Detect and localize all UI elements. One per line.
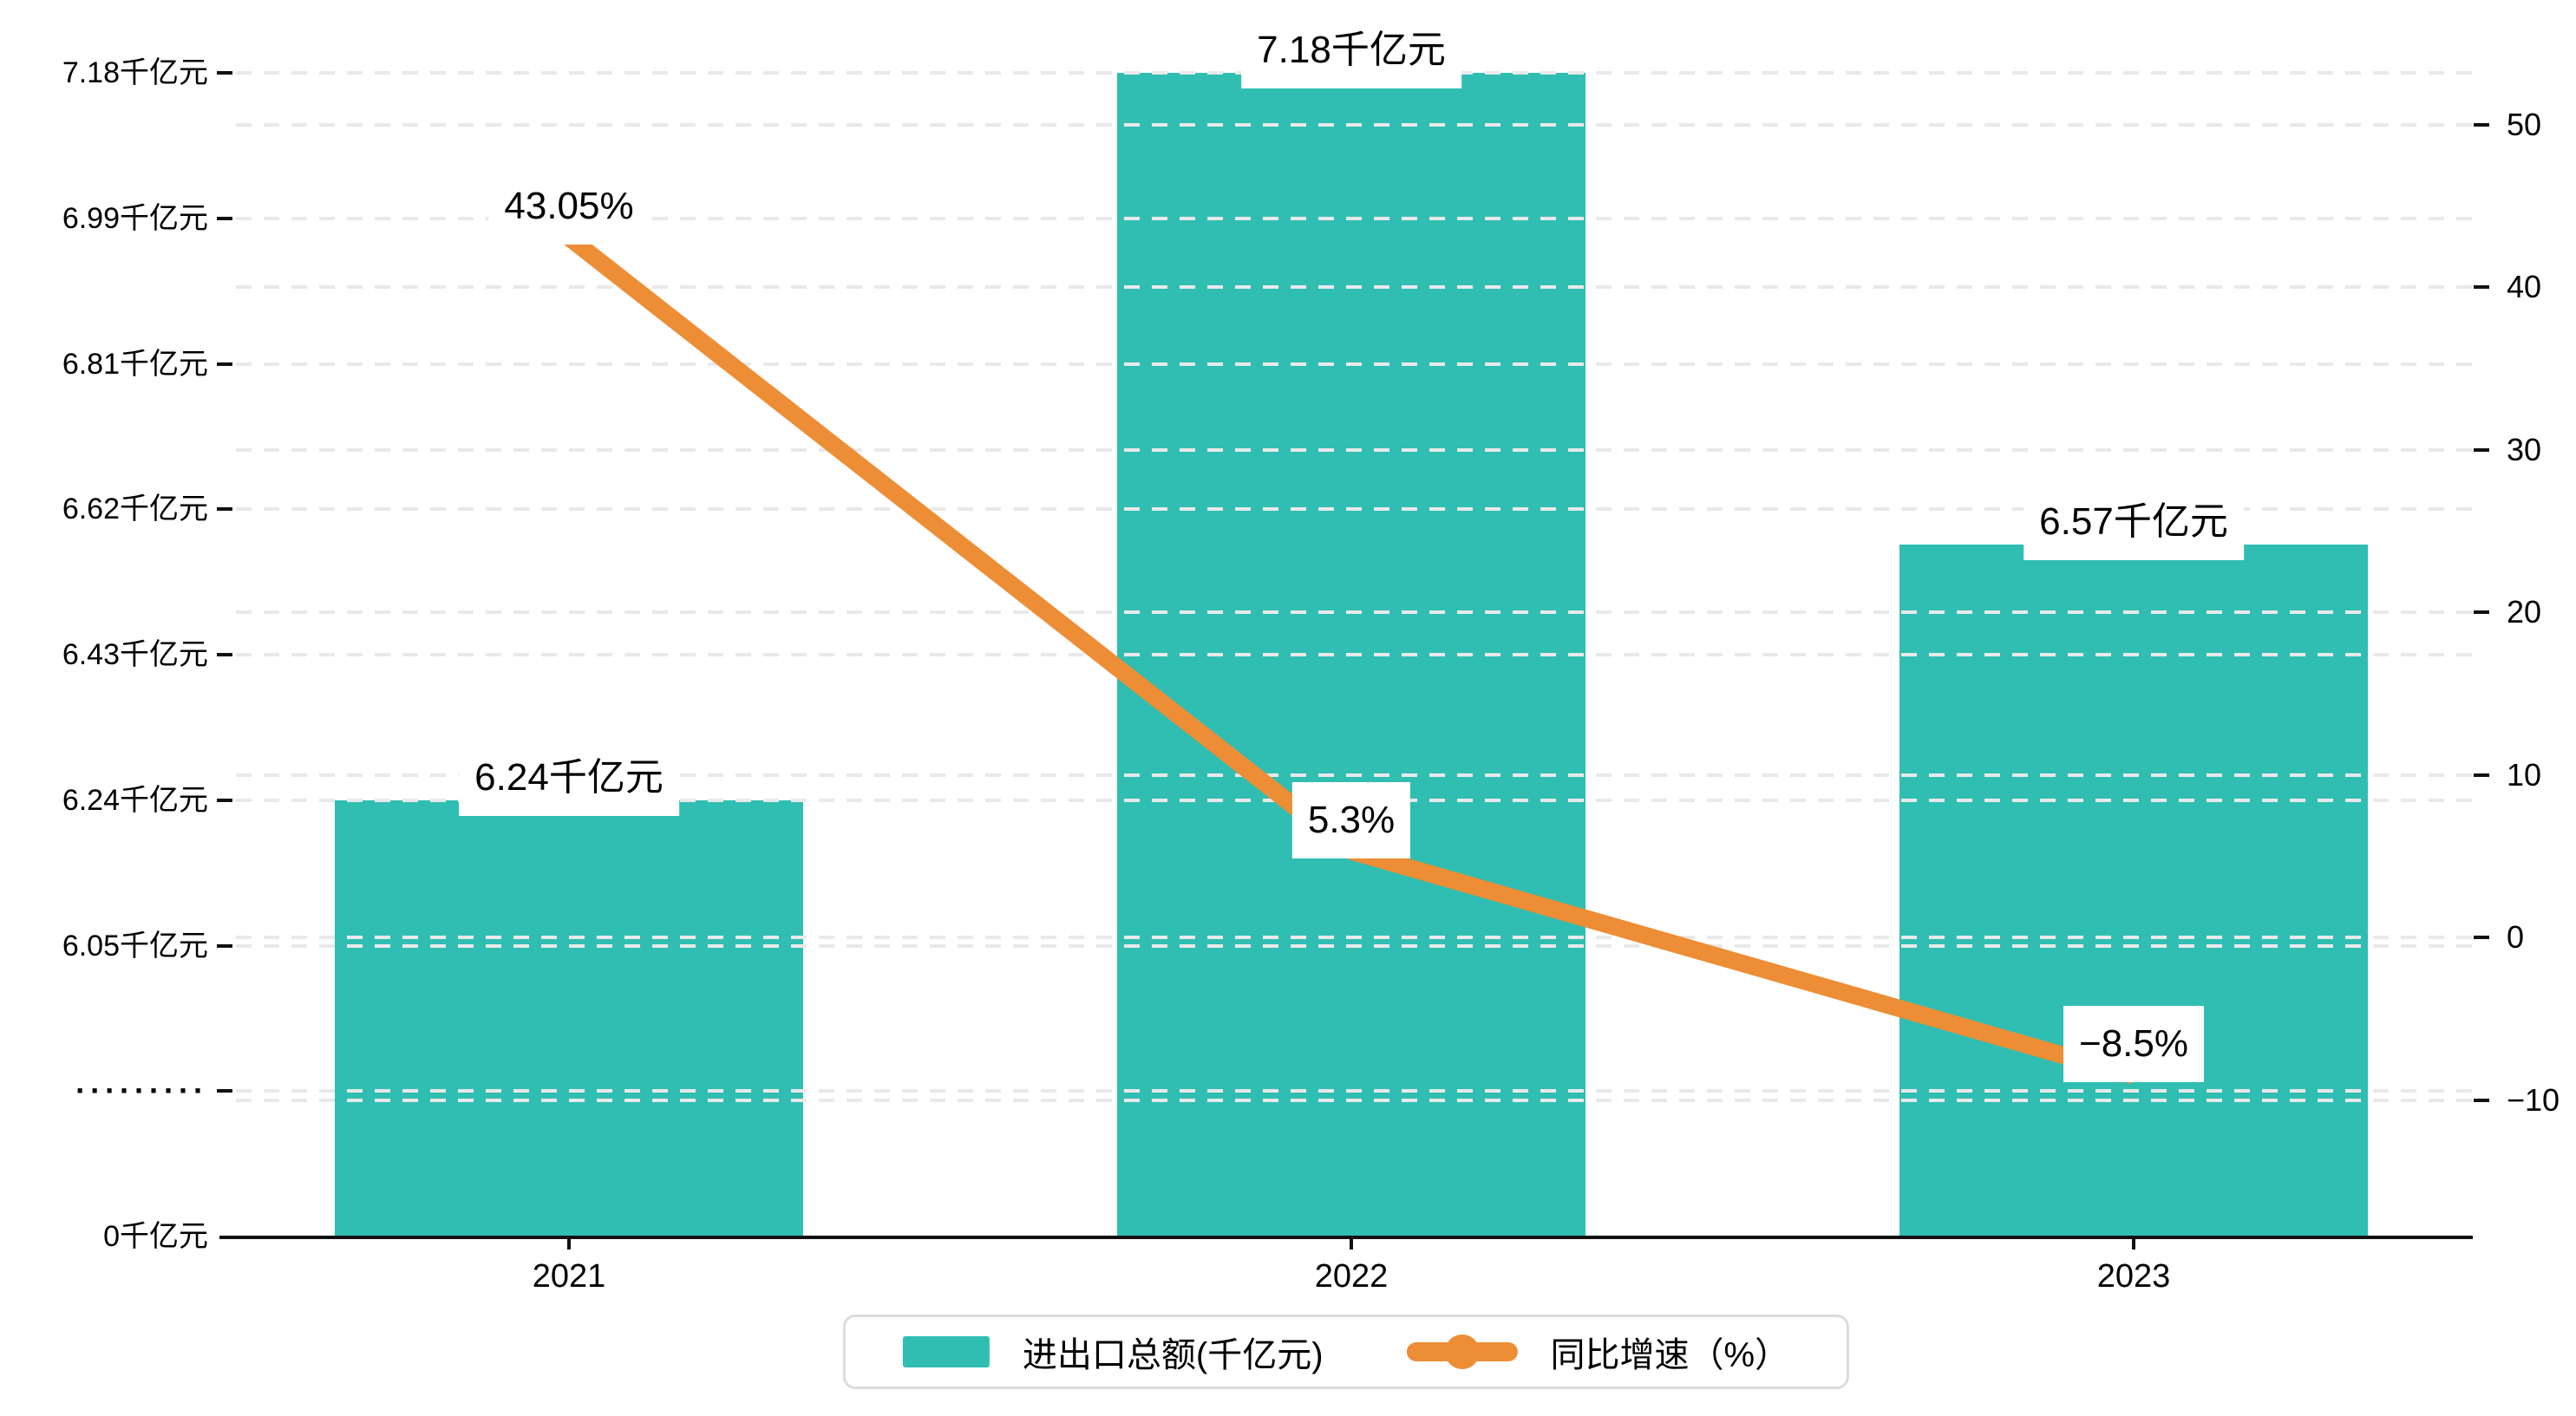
- gridline-right-tick: [236, 610, 2473, 614]
- bar-value-label-2021: 6.24千亿元: [459, 739, 679, 816]
- gridline-right-tick: [236, 285, 2473, 289]
- right-axis-label: 10: [2507, 756, 2542, 793]
- gridline-right-tick: [236, 447, 2473, 452]
- bar-2021[interactable]: [335, 799, 803, 1237]
- right-axis-tick: [2474, 285, 2489, 289]
- legend-label-growth-rate: 同比增速（%）: [1550, 1336, 1790, 1374]
- right-axis-label: 50: [2507, 106, 2542, 142]
- right-axis-label: 20: [2507, 594, 2542, 630]
- left-axis-tick: [217, 943, 232, 948]
- legend-item-total-trade[interactable]: 进出口总额(千亿元): [902, 1327, 1324, 1377]
- right-axis-tick: [2474, 122, 2489, 127]
- gridline-left-tick: [236, 507, 2473, 512]
- line-series-marker: [1406, 1334, 1518, 1369]
- left-axis-tick: [217, 798, 232, 802]
- left-axis-label: 6.43千亿元: [62, 638, 208, 671]
- gridline-right-tick: [236, 936, 2473, 939]
- right-axis-tick: [2474, 936, 2489, 939]
- x-axis-label-2023: 2023: [2096, 1258, 2171, 1295]
- bar-2023[interactable]: [1899, 545, 2368, 1236]
- gridline-right-tick: [236, 1098, 2473, 1102]
- left-axis-label: 0千亿元: [103, 1220, 208, 1253]
- left-axis-tick: [217, 653, 232, 656]
- left-axis-label: 7.18千亿元: [62, 56, 208, 89]
- x-tick-2023: [2132, 1236, 2135, 1250]
- left-axis-label: 6.99千亿元: [62, 201, 208, 235]
- x-tick-2021: [567, 1236, 571, 1250]
- gridline-left-tick: [236, 216, 2473, 220]
- x-axis-line: [219, 1236, 2473, 1239]
- right-axis-label: 0: [2507, 919, 2525, 955]
- right-axis-tick: [2474, 1098, 2489, 1102]
- gridline-left-tick: [236, 943, 2473, 948]
- bar-value-label-2023: 6.57千亿元: [2024, 484, 2244, 561]
- legend-item-growth-rate[interactable]: 同比增速（%）: [1406, 1327, 1790, 1377]
- left-axis-tick: [217, 216, 232, 220]
- left-axis-label: 6.24千亿元: [62, 783, 208, 817]
- right-axis-label: 30: [2507, 431, 2542, 467]
- line-value-label-2021: 43.05%: [488, 167, 650, 245]
- legend-label-total-trade: 进出口总额(千亿元): [1022, 1336, 1324, 1374]
- left-axis-tick: [217, 507, 232, 512]
- right-axis-tick: [2474, 447, 2489, 452]
- bar-value-label-2022: 7.18千亿元: [1241, 12, 1461, 88]
- right-axis-label: 40: [2507, 269, 2542, 304]
- left-axis-label: 6.05千亿元: [62, 929, 208, 962]
- right-axis-tick: [2474, 610, 2489, 614]
- x-axis-label-2021: 2021: [532, 1258, 606, 1295]
- line-value-label-2023: −8.5%: [2063, 1006, 2204, 1083]
- gridline-left-tick: [236, 653, 2473, 656]
- gridline-right-tick: [236, 122, 2473, 127]
- x-axis-label-2022: 2022: [1314, 1258, 1389, 1295]
- right-axis-tick: [2474, 773, 2489, 777]
- left-axis-tick: [217, 1089, 232, 1093]
- line-marker-dot: [1444, 1334, 1480, 1369]
- gridline-left-tick: [236, 362, 2473, 366]
- left-axis-tick: [217, 71, 232, 75]
- left-axis-label: 6.81千亿元: [62, 347, 208, 381]
- gridline-right-tick: [236, 773, 2473, 777]
- line-value-label-2022: 5.3%: [1291, 781, 1411, 858]
- left-axis-label: ·········: [75, 1073, 208, 1109]
- x-tick-2022: [1350, 1236, 1353, 1250]
- right-axis-label: −10: [2507, 1081, 2560, 1118]
- left-axis-label: 6.62千亿元: [62, 493, 208, 526]
- bar-series-swatch: [902, 1336, 990, 1367]
- legend: 进出口总额(千亿元) 同比增速（%）: [842, 1315, 1850, 1389]
- left-axis-tick: [217, 362, 232, 366]
- gridline-left-tick: [236, 1089, 2473, 1093]
